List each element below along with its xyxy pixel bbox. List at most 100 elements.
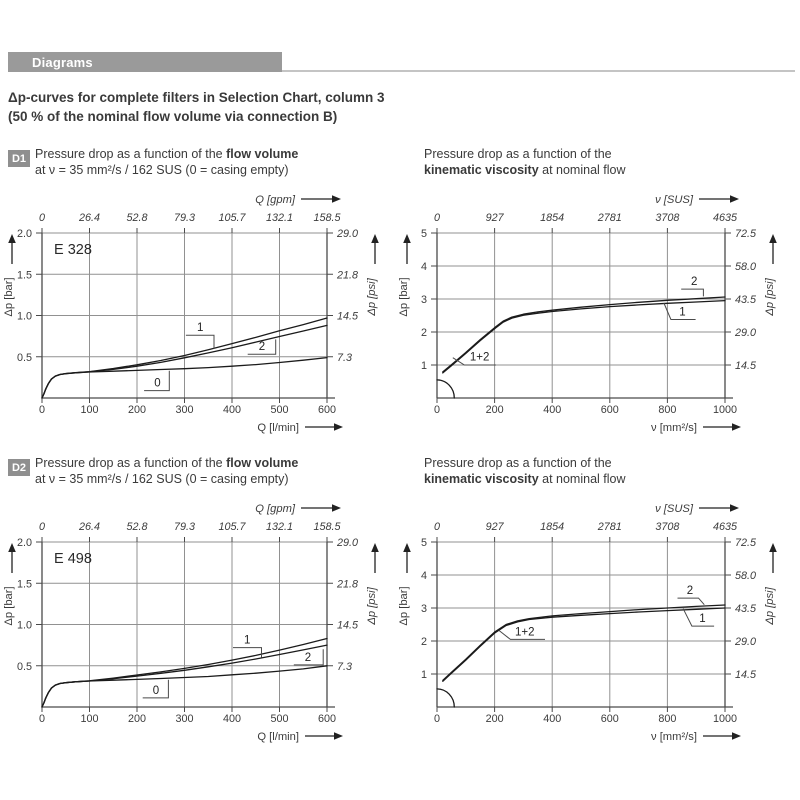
top-tick-label: 79.3 [174, 521, 195, 533]
top-axis-title: Q [gpm] [255, 503, 296, 515]
curve-1 [442, 607, 726, 682]
left-tick-label: 1.5 [17, 578, 32, 590]
curve-label-leader [144, 370, 170, 392]
axis-arrowhead-right [334, 732, 343, 740]
bottom-tick-label: 100 [80, 404, 98, 416]
d1-flow-subtitle: at ν = 35 mm²/s / 162 SUS (0 = casing em… [35, 163, 289, 177]
curve-2 [41, 644, 328, 708]
top-tick-label: 1854 [540, 521, 564, 533]
curve-1 [442, 299, 726, 374]
axis-arrowhead-up [769, 543, 777, 552]
section-header: Diagrams [8, 52, 282, 72]
bottom-tick-label: 400 [223, 404, 241, 416]
right-tick-label: 29.0 [734, 327, 756, 339]
bottom-tick-label: 300 [175, 713, 193, 725]
curve-label-2: 2 [687, 585, 693, 597]
right-tick-label: 14.5 [735, 360, 757, 372]
left-axis-title: Δp [bar] [398, 586, 410, 625]
right-tick-label: 7.3 [337, 352, 352, 364]
right-axis-title: Δp [psi] [764, 277, 776, 316]
right-tick-label: 29.0 [336, 228, 358, 240]
top-tick-label: 105.7 [218, 212, 246, 224]
bottom-tick-label: 400 [543, 404, 561, 416]
bottom-tick-label: 0 [39, 713, 45, 725]
bottom-tick-label: 0 [434, 404, 440, 416]
right-tick-label: 21.8 [336, 578, 358, 590]
diagram-badge-d1: D1 [8, 150, 30, 167]
right-tick-label: 29.0 [734, 636, 756, 648]
intro-line-1: Δp-curves for complete filters in Select… [8, 90, 385, 105]
top-tick-label: 927 [486, 212, 505, 224]
axis-arrowhead-up [403, 543, 411, 552]
top-tick-label: 4635 [713, 521, 738, 533]
curve-2 [41, 324, 328, 399]
left-tick-label: 5 [421, 537, 427, 549]
d2-visc-title: Pressure drop as a function of the kinem… [424, 455, 626, 487]
d2-flow-subtitle: at ν = 35 mm²/s / 162 SUS (0 = casing em… [35, 472, 289, 486]
top-tick-label: 79.3 [174, 212, 195, 224]
left-tick-label: 2.0 [17, 228, 32, 240]
top-tick-label: 105.7 [218, 521, 246, 533]
curve-label-2: 2 [691, 276, 697, 288]
bottom-tick-label: 200 [128, 404, 146, 416]
right-tick-label: 43.5 [735, 294, 757, 306]
curve-label-leader [677, 597, 705, 606]
top-tick-label: 26.4 [78, 521, 100, 533]
d1-visc-title: Pressure drop as a function of the kinem… [424, 146, 626, 178]
right-tick-label: 29.0 [336, 537, 358, 549]
curve-label-1: 1 [197, 322, 203, 334]
top-tick-label: 52.8 [126, 521, 147, 533]
top-tick-label: 4635 [713, 212, 738, 224]
top-tick-label: 0 [434, 212, 440, 224]
right-tick-label: 14.5 [337, 311, 359, 323]
d2-visc-title-rest: at nominal flow [538, 472, 626, 486]
top-axis-title: Q [gpm] [255, 194, 296, 206]
top-tick-label: 0 [39, 521, 45, 533]
left-tick-label: 1.5 [17, 269, 32, 281]
curve-2 [442, 296, 726, 373]
left-axis-title: Δp [bar] [3, 277, 15, 316]
bottom-tick-label: 200 [128, 713, 146, 725]
header-rule [282, 70, 795, 72]
bottom-tick-label: 1000 [713, 404, 737, 416]
left-tick-label: 0.5 [17, 352, 32, 364]
right-tick-label: 14.5 [337, 620, 359, 632]
top-tick-label: 158.5 [313, 212, 341, 224]
curve-label-leader [682, 608, 715, 627]
chart-d2-flow-volume: 0 0 26.4 100 52.8 200 79.3 300 105.7 400 132.1 500 1… [3, 503, 379, 743]
axis-arrowhead-right [332, 195, 341, 203]
bottom-axis-title: ν [mm²/s] [651, 731, 697, 743]
d1-flow-title-bold: flow volume [226, 147, 299, 161]
curve-label-1: 1 [244, 635, 250, 647]
curve-label-leader [293, 649, 324, 666]
curve-label-leader [185, 334, 215, 349]
axis-arrowhead-up [371, 234, 379, 243]
bottom-axis-title: ν [mm²/s] [651, 422, 697, 434]
d1-visc-title-bold: kinematic viscosity [424, 163, 539, 177]
model-label: E 498 [54, 551, 92, 567]
bottom-tick-label: 1000 [713, 713, 737, 725]
right-axis-title: Δp [psi] [366, 586, 378, 625]
curve-label-1: 1 [679, 307, 685, 319]
top-tick-label: 132.1 [266, 212, 293, 224]
d2-visc-title-line1: Pressure drop as a function of the [424, 456, 612, 470]
bottom-tick-label: 400 [223, 713, 241, 725]
bottom-tick-label: 800 [658, 713, 676, 725]
curve-label-0: 0 [154, 377, 160, 389]
chart-d1-flow-volume: 0 0 26.4 100 52.8 200 79.3 300 105.7 400 132.1 500 1… [3, 194, 379, 434]
top-axis-title: ν [SUS] [655, 503, 694, 515]
top-tick-label: 1854 [540, 212, 564, 224]
left-axis-title: Δp [bar] [3, 586, 15, 625]
bottom-tick-label: 200 [486, 713, 504, 725]
top-tick-label: 0 [39, 212, 45, 224]
bottom-tick-label: 600 [601, 404, 619, 416]
bottom-tick-label: 500 [270, 404, 288, 416]
axis-arrowhead-right [730, 504, 739, 512]
bottom-tick-label: 0 [434, 713, 440, 725]
bottom-axis-title: Q [l/min] [257, 731, 299, 743]
model-label: E 328 [54, 242, 92, 258]
top-tick-label: 3708 [655, 212, 679, 224]
curve-label-leader [663, 302, 696, 320]
